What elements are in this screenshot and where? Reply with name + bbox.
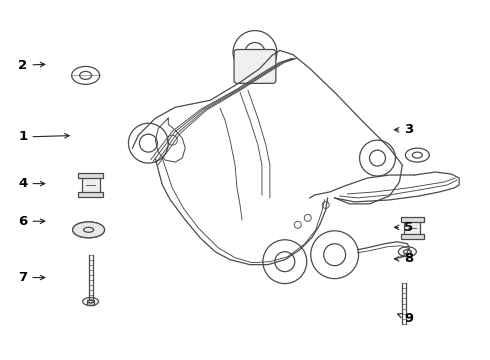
Text: 6: 6: [18, 215, 45, 228]
Text: 9: 9: [398, 311, 413, 325]
Ellipse shape: [73, 222, 104, 238]
Text: 7: 7: [18, 271, 45, 284]
Text: 1: 1: [18, 130, 69, 144]
FancyBboxPatch shape: [401, 234, 423, 239]
FancyBboxPatch shape: [78, 173, 103, 178]
FancyBboxPatch shape: [78, 192, 103, 197]
Bar: [82, 175, 99, 195]
FancyBboxPatch shape: [401, 217, 423, 221]
Text: 2: 2: [18, 59, 45, 72]
Bar: [404, 219, 420, 237]
Text: 4: 4: [18, 177, 45, 190]
Text: 8: 8: [394, 252, 413, 265]
Text: 5: 5: [394, 221, 413, 234]
Bar: [87, 300, 94, 305]
FancyBboxPatch shape: [234, 50, 276, 84]
Text: 3: 3: [394, 123, 413, 136]
